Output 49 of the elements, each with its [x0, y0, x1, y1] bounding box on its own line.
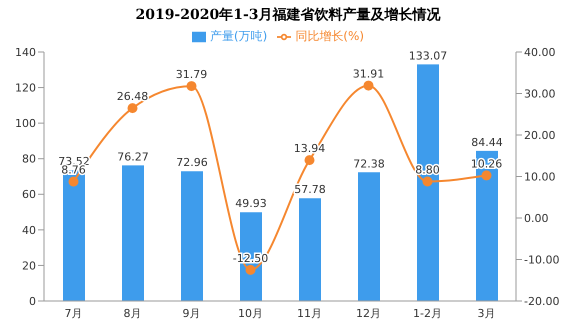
y2-tick-label: 40.00	[524, 46, 556, 59]
chart-title: 2019-2020年1-3月福建省饮料产量及增长情况	[134, 6, 442, 24]
y-tick-label: 140	[15, 46, 36, 59]
x-tick-label: 9月	[182, 306, 200, 320]
y-tick-label: 100	[15, 117, 36, 130]
x-tick-label: 10月	[238, 306, 263, 320]
x-tick-label: 7月	[64, 306, 82, 320]
data-label: 57.78	[294, 183, 326, 196]
bar	[181, 171, 203, 301]
y2-tick-label: 30.00	[524, 87, 556, 100]
y-tick-label: 20	[22, 259, 36, 272]
x-tick-label: 8月	[124, 306, 142, 320]
y2-tick-label: -10.00	[524, 253, 560, 266]
y2-tick-label: 10.00	[524, 170, 556, 184]
point	[246, 264, 256, 275]
data-label: 84.44	[471, 136, 503, 149]
data-label: 31.79	[176, 68, 208, 82]
x-tick-label: 11月	[297, 306, 322, 320]
point	[364, 80, 374, 91]
point	[482, 170, 492, 180]
point	[128, 103, 138, 114]
x-tick-label: 1-2月	[413, 306, 442, 320]
y-tick-label: 0	[29, 294, 36, 308]
y-tick-label: 40	[22, 224, 36, 237]
y-tick-label: 80	[22, 152, 36, 166]
y2-tick-label: 0.00	[524, 212, 548, 225]
data-label: 49.93	[235, 197, 267, 210]
legend-label: 产量(万吨)	[210, 29, 268, 43]
data-label: 76.27	[117, 150, 149, 164]
bar	[299, 198, 321, 301]
data-label: 31.91	[352, 68, 384, 81]
y2-tick-label: 20.00	[524, 128, 556, 142]
bar	[417, 64, 439, 301]
data-label: 72.38	[353, 157, 385, 170]
data-label: 26.48	[116, 90, 148, 104]
x-tick-label: 12月	[356, 306, 381, 320]
data-label: 133.07	[408, 49, 448, 62]
x-tick-label: 3月	[478, 306, 496, 320]
point	[304, 155, 314, 166]
data-label: 72.96	[176, 156, 208, 170]
point	[68, 176, 78, 187]
y-tick-label: 60	[22, 188, 36, 202]
point	[186, 81, 196, 92]
legend-label: 同比增长(%)	[295, 29, 364, 43]
bar	[122, 165, 144, 301]
y-tick-label: 120	[15, 81, 36, 94]
bar	[358, 172, 380, 301]
point	[422, 176, 432, 186]
y2-tick-label: -20.00	[524, 294, 560, 308]
